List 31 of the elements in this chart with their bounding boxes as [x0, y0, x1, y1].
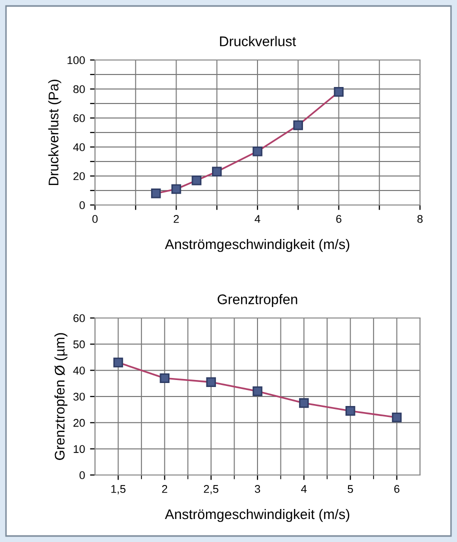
y-tick-label: 40 [73, 366, 85, 374]
x-tick-label: 3 [254, 485, 260, 493]
y-tick-label: 10 [74, 445, 85, 453]
x-tick-label: 6 [394, 485, 400, 493]
x-tick-label: 8 [417, 215, 423, 223]
x-tick-label: 5 [348, 485, 353, 493]
y-tick-label: 100 [68, 56, 85, 64]
x-tick-label: 2,5 [204, 485, 218, 494]
y-tick-label: 50 [73, 340, 85, 348]
chart-title: Grenztropfen [218, 294, 298, 307]
y-tick-label: 30 [73, 392, 85, 401]
x-axis-title: Anströmgeschwindigkeit (m/s) [164, 238, 350, 252]
x-tick-label: 2 [174, 215, 179, 223]
x-axis-title: Anströmgeschwindigkeit (m/s) [164, 508, 350, 522]
y-tick-label: 60 [73, 314, 85, 322]
y-tick-label: 0 [80, 471, 85, 480]
y-tick-label: 40 [73, 143, 85, 152]
y-tick-label: 20 [73, 418, 85, 427]
y-axis-title: Grenztropfen Ø (µm) [54, 333, 68, 460]
y-tick-label: 80 [73, 85, 85, 94]
y-axis-title: Druckverlust (Pa) [48, 80, 62, 185]
x-tick-label: 0 [92, 215, 98, 223]
x-tick-label: 2 [162, 485, 168, 493]
y-tick-label: 20 [73, 172, 85, 180]
x-tick-label: 1,5 [111, 485, 126, 494]
chart-title: Druckverlust [220, 36, 296, 46]
y-tick-label: 0 [80, 201, 85, 210]
x-tick-label: 4 [254, 215, 260, 223]
x-tick-label: 4 [301, 485, 307, 493]
y-tick-label: 60 [73, 114, 85, 122]
x-tick-label: 6 [336, 215, 342, 223]
